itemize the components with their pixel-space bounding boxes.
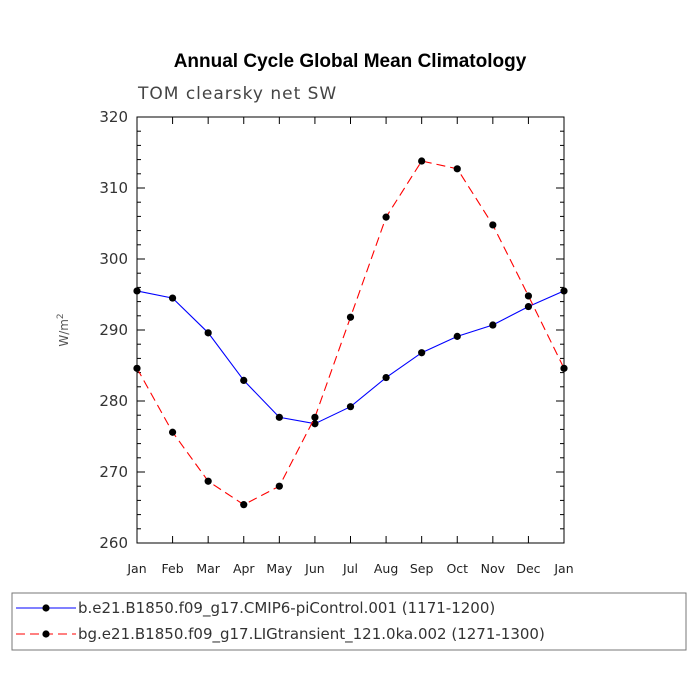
series-line-2 <box>136 160 565 506</box>
series-1-point <box>275 413 283 421</box>
legend: b.e21.B1850.f09_g17.CMIP6-piControl.001 … <box>11 592 687 651</box>
y-axis-label: W/m2 <box>56 313 71 346</box>
chart-title: Annual Cycle Global Mean Climatology <box>174 51 527 72</box>
series-2-point <box>489 221 497 229</box>
x-tick-label: Jan <box>126 561 146 576</box>
y-tick-label: 290 <box>99 321 128 339</box>
legend-box <box>11 592 687 651</box>
y-tick-label: 300 <box>99 250 128 268</box>
series-2-point <box>311 413 319 421</box>
y-tick-label: 260 <box>99 534 128 552</box>
series-1-point <box>240 376 248 385</box>
x-tick-label: Mar <box>196 561 220 576</box>
x-tick-label: Oct <box>446 561 468 576</box>
legend-marker-2 <box>42 630 50 638</box>
chart-subtitle: TOM clearsky net SW <box>137 84 337 104</box>
legend-marker-1 <box>42 604 50 612</box>
series-1-point <box>453 332 461 340</box>
y-tick-labels: 260 270 280 290 300 310 320 <box>99 108 128 552</box>
legend-label-1: b.e21.B1850.f09_g17.CMIP6-piControl.001 … <box>78 599 495 618</box>
series-1-point <box>204 329 212 337</box>
x-tick-label: Dec <box>516 561 540 576</box>
x-tick-label: Nov <box>481 561 506 576</box>
series-2-point <box>168 428 177 436</box>
x-tick-labels: Jan Feb Mar Apr May Jun Jul Aug Sep Oct Nov Dec Jan <box>126 561 573 576</box>
legend-label-2: bg.e21.B1850.f09_g17.LIGtransient_121.0k… <box>78 625 545 644</box>
series-2-point <box>418 157 426 165</box>
series-2-point <box>204 477 212 485</box>
y-tick-label: 310 <box>99 179 128 197</box>
series-2-point <box>524 292 533 300</box>
axis-ticks <box>136 116 565 544</box>
series-1-point <box>382 373 390 382</box>
plot-frame <box>136 116 565 544</box>
series-2-point <box>275 482 283 490</box>
series-1-point <box>168 294 177 302</box>
series-2-point <box>453 165 461 173</box>
x-tick-label: Apr <box>233 561 255 576</box>
series-1-point <box>311 420 319 428</box>
y-tick-label: 320 <box>99 108 128 126</box>
y-tick-label: 270 <box>99 463 128 481</box>
x-tick-label: May <box>266 561 292 576</box>
x-tick-label: Jun <box>304 561 325 576</box>
series-1-point <box>489 321 497 329</box>
series-1-point <box>418 349 426 357</box>
series-2-point <box>382 213 390 221</box>
series-lines <box>133 157 568 509</box>
y-tick-label: 280 <box>99 392 128 410</box>
x-tick-label: Feb <box>162 561 184 576</box>
x-tick-label: Jan <box>553 561 573 576</box>
series-1-point <box>346 403 355 411</box>
series-2-point <box>240 501 248 509</box>
x-tick-label: Aug <box>374 561 398 576</box>
x-tick-label: Jul <box>342 561 358 576</box>
x-tick-label: Sep <box>410 561 434 576</box>
series-1-point <box>524 302 533 311</box>
series-2-point <box>346 313 355 321</box>
